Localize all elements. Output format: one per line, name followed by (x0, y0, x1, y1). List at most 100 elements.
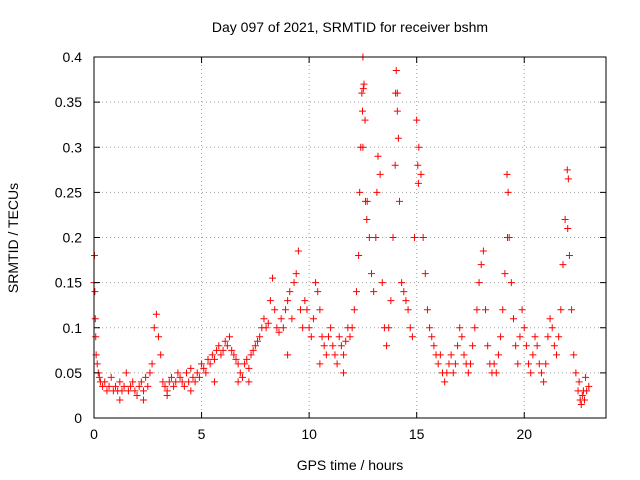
data-point (146, 369, 154, 377)
data-point (189, 373, 197, 381)
data-point (395, 197, 403, 205)
data-point (553, 351, 561, 359)
data-point (142, 373, 150, 381)
data-point (204, 355, 212, 363)
data-point (120, 382, 128, 390)
data-point (208, 351, 216, 359)
data-point (359, 85, 367, 93)
data-point (301, 297, 309, 305)
x-tick-label: 15 (409, 426, 425, 442)
data-point (316, 306, 324, 314)
data-point (378, 279, 386, 287)
data-point (518, 306, 526, 314)
data-point (564, 224, 572, 232)
data-point (174, 369, 182, 377)
data-point (360, 80, 368, 88)
data-point (504, 188, 512, 196)
data-point (152, 310, 160, 318)
data-point (415, 143, 423, 151)
data-point (413, 116, 421, 124)
data-point (144, 382, 152, 390)
data-point (356, 188, 364, 196)
data-point (533, 342, 541, 350)
data-point (355, 252, 363, 260)
data-point (392, 67, 400, 75)
data-point (350, 306, 358, 314)
data-point (460, 351, 468, 359)
data-point (129, 378, 137, 386)
data-point (299, 324, 307, 332)
data-point (404, 306, 412, 314)
data-point (577, 400, 585, 408)
data-point (292, 270, 300, 278)
data-point (312, 279, 320, 287)
data-point (193, 369, 201, 377)
data-point (568, 306, 576, 314)
data-point (441, 378, 449, 386)
x-axis-ticks: 0 5 10 15 20 (90, 57, 532, 442)
data-point (266, 297, 274, 305)
x-tick-label: 10 (301, 426, 317, 442)
data-point (492, 369, 500, 377)
data-point (565, 252, 573, 260)
data-point (137, 378, 145, 386)
data-point (288, 315, 296, 323)
data-point (305, 324, 313, 332)
data-point (247, 351, 255, 359)
data-point (307, 333, 315, 341)
data-point (318, 333, 326, 341)
data-point (503, 170, 511, 178)
data-point (535, 360, 543, 368)
data-point (479, 247, 487, 255)
data-point (361, 197, 369, 205)
data-point (221, 337, 229, 345)
data-point (561, 215, 569, 223)
data-point (387, 297, 395, 305)
x-tick-label: 0 (90, 426, 98, 442)
y-tick-label: 0.3 (63, 139, 83, 155)
data-point (434, 360, 442, 368)
data-point (473, 306, 481, 314)
data-point (210, 355, 218, 363)
data-point (275, 328, 283, 336)
y-tick-label: 0.05 (55, 365, 82, 381)
data-point (520, 324, 528, 332)
data-point (383, 342, 391, 350)
data-point (163, 391, 171, 399)
data-point (91, 288, 99, 296)
data-point (202, 369, 210, 377)
data-point (512, 342, 520, 350)
data-point (514, 360, 522, 368)
data-point (161, 382, 169, 390)
data-point (139, 396, 147, 404)
data-point (376, 170, 384, 178)
data-point (572, 369, 580, 377)
data-point (580, 396, 588, 404)
data-point (245, 364, 253, 372)
data-point (230, 351, 238, 359)
data-point (249, 346, 257, 354)
data-point (363, 215, 371, 223)
data-point (159, 378, 167, 386)
data-point (516, 333, 524, 341)
data-point (544, 333, 552, 341)
data-point (570, 351, 578, 359)
data-point (454, 342, 462, 350)
y-tick-label: 0.1 (63, 320, 83, 336)
data-point (191, 378, 199, 386)
data-point (417, 170, 425, 178)
data-point (183, 369, 191, 377)
data-point (428, 333, 436, 341)
data-point (324, 333, 332, 341)
data-point (213, 346, 221, 354)
data-point (316, 360, 324, 368)
data-point (256, 333, 264, 341)
data-point (546, 315, 554, 323)
data-point (499, 306, 507, 314)
data-point (373, 188, 381, 196)
data-point (284, 297, 292, 305)
data-point (185, 378, 193, 386)
data-point (436, 351, 444, 359)
data-point (135, 382, 143, 390)
